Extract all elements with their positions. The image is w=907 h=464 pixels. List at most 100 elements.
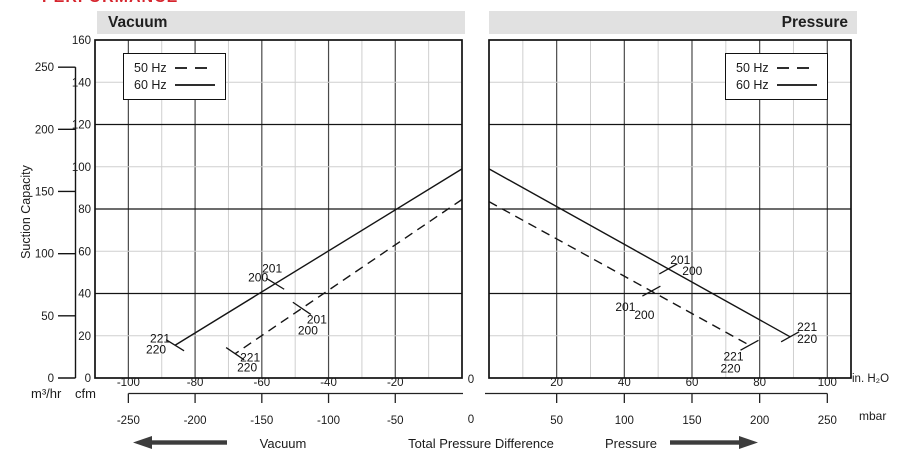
pressure-section-header: Pressure [489, 11, 857, 34]
model-label: 200 [248, 271, 268, 285]
legend-line-sample-dashed [777, 67, 817, 69]
legend-item-60hz: 60 Hz [134, 77, 216, 93]
y-tick-label-cfm: 0 [85, 373, 91, 385]
x-tick-label-inh2o: -20 [387, 377, 404, 389]
vacuum-mbar-axis: -250 -200 -150 -100 -50 [117, 392, 463, 427]
model-label: 220 [237, 361, 257, 375]
x-tick-label-inh2o: -40 [320, 377, 337, 389]
pressure-unit-inh2o: in. H₂O [852, 373, 890, 385]
y-tick-label-cfm: 140 [72, 77, 91, 89]
direction-arrows [133, 436, 758, 449]
y-tick-label-m3hr: 0 [48, 373, 54, 385]
legend-label: 50 Hz [134, 61, 167, 75]
shared-zero-mbar: 0 [467, 414, 475, 426]
pressure-direction-label: Pressure [604, 436, 658, 451]
model-end-tick [292, 301, 312, 316]
legend-label: 60 Hz [736, 78, 769, 92]
pressure-arrow-head-icon [739, 436, 758, 449]
pressure-x-ticks: 20 40 60 80 100 [550, 377, 837, 389]
model-label: 221 [723, 349, 743, 363]
model-label: 201 [615, 300, 635, 314]
y-tick-label-cfm: 100 [72, 162, 91, 174]
model-end-tick [740, 339, 759, 351]
legend-item-60hz: 60 Hz [736, 77, 818, 93]
y-tick-label-m3hr: 150 [35, 186, 54, 198]
model-label: 201 [670, 253, 690, 267]
model-end-tick [165, 339, 185, 352]
legend-line-sample-solid [777, 84, 817, 86]
model-label: 220 [797, 332, 817, 346]
legend-item-50hz: 50 Hz [134, 60, 216, 76]
total-pressure-difference-label: Total Pressure Difference [408, 436, 554, 451]
vacuum-legend: 50 Hz 60 Hz [123, 53, 226, 100]
x-tick-label-inh2o: 20 [550, 377, 563, 389]
x-tick-label-mbar: -250 [117, 415, 140, 427]
pressure-plot-border [488, 39, 852, 379]
vacuum-arrow-shaft [152, 440, 227, 445]
x-tick-label-mbar: 50 [550, 415, 563, 427]
page-title: PERFORMANCE [42, 0, 178, 7]
pressure-mbar-axis: 50 100 150 200 250 [485, 392, 837, 427]
vacuum-section-header: Vacuum [97, 11, 465, 34]
model-end-tick [265, 277, 285, 290]
model-label: 200 [634, 308, 654, 322]
x-tick-label-inh2o: 60 [686, 377, 699, 389]
model-label: 220 [720, 361, 740, 375]
legend-label: 60 Hz [134, 78, 167, 92]
model-label: 201 [307, 312, 327, 326]
shared-zero-inh2o: 0 [467, 374, 475, 386]
legend-label: 50 Hz [736, 61, 769, 75]
x-tick-label-inh2o: 80 [753, 377, 766, 389]
x-tick-label-mbar: 150 [682, 415, 701, 427]
x-tick-label-mbar: -150 [250, 415, 273, 427]
y-tick-label-cfm: 80 [78, 204, 91, 216]
flow-unit-cfm: cfm [75, 386, 96, 401]
y-tick-label-m3hr: 200 [35, 124, 54, 136]
model-end-tick [225, 347, 245, 361]
legend-line-sample-solid [175, 84, 215, 86]
model-label: 221 [797, 320, 817, 334]
y-tick-label-cfm: 120 [72, 120, 91, 132]
x-tick-label-inh2o: -60 [254, 377, 271, 389]
pressure-section-title: Pressure [781, 14, 848, 31]
legend-line-sample-dashed [175, 67, 215, 69]
x-tick-label-mbar: 100 [615, 415, 634, 427]
model-end-tick [642, 285, 661, 297]
y-tick-label-cfm: 160 [72, 35, 91, 47]
vacuum-plot-border [94, 39, 463, 379]
legend-item-50hz: 50 Hz [736, 60, 818, 76]
y-tick-label-m3hr: 250 [35, 62, 54, 74]
y-tick-label-cfm: 60 [78, 246, 91, 258]
y-tick-label-m3hr: 50 [41, 311, 54, 323]
model-label: 201 [262, 262, 282, 276]
vacuum-arrow-head-icon [133, 436, 152, 449]
model-end-tick [780, 331, 800, 343]
vacuum-grid [95, 40, 462, 378]
pressure-arrow-shaft [670, 440, 740, 445]
x-tick-label-inh2o: -100 [117, 377, 140, 389]
y-tick-label-m3hr: 100 [35, 249, 54, 261]
pressure-unit-mbar: mbar [859, 409, 887, 423]
model-label: 200 [298, 323, 318, 337]
x-tick-label-inh2o: -80 [187, 377, 204, 389]
vacuum-section-title: Vacuum [108, 14, 168, 31]
model-label: 200 [682, 264, 702, 278]
x-tick-label-mbar: -100 [317, 415, 340, 427]
model-end-tick [658, 263, 678, 275]
x-tick-label-mbar: 250 [818, 415, 837, 427]
y-tick-label-cfm: 20 [78, 331, 91, 343]
x-tick-label-mbar: -50 [387, 415, 404, 427]
x-tick-label-mbar: 200 [750, 415, 769, 427]
flow-unit-m3hr: m³/hr [31, 386, 62, 401]
y-tick-label-cfm: 40 [78, 289, 91, 301]
model-label: 220 [146, 342, 166, 356]
pressure-legend: 50 Hz 60 Hz [725, 53, 828, 100]
vacuum-x-ticks: -100 -80 -60 -40 -20 [117, 377, 404, 389]
